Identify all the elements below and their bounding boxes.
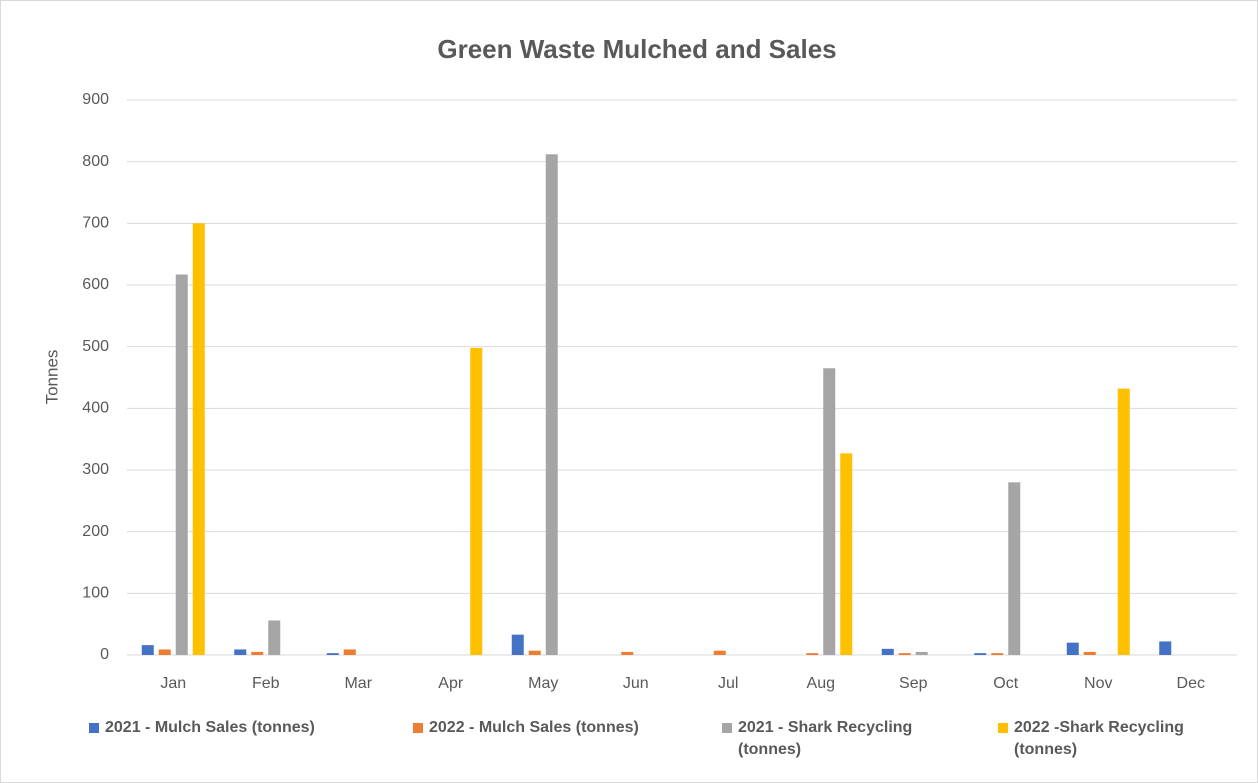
bar (326, 653, 339, 655)
legend-swatch (998, 723, 1008, 733)
legend-label: 2022 -Shark Recycling (tonnes) (1014, 719, 1184, 758)
legend-label: 2022 - Mulch Sales (tonnes) (429, 719, 639, 736)
x-tick-label: Jun (623, 675, 649, 692)
bar (251, 651, 264, 655)
legend-item: 2021 - Shark Recycling (tonnes) (722, 717, 972, 761)
bar (898, 653, 911, 655)
y-tick-label: 200 (82, 523, 109, 540)
bar (840, 453, 853, 655)
bar (234, 649, 247, 655)
legend-label: 2021 - Shark Recycling (tonnes) (738, 719, 913, 758)
legend-swatch (413, 723, 423, 733)
bar (1117, 388, 1130, 655)
y-tick-label: 700 (82, 215, 109, 232)
bar (1159, 641, 1172, 655)
x-tick-label: Aug (807, 675, 835, 692)
bar (545, 154, 558, 655)
chart-title: Green Waste Mulched and Sales (437, 34, 836, 64)
legend-item: 2022 - Mulch Sales (tonnes) (413, 717, 703, 739)
bar (881, 648, 894, 655)
legend-item: 2021 - Mulch Sales (tonnes) (89, 717, 389, 739)
legend-item: 2022 -Shark Recycling (tonnes) (998, 717, 1228, 761)
x-tick-label: Apr (438, 675, 464, 692)
legend-swatch (89, 723, 99, 733)
legend-label: 2021 - Mulch Sales (tonnes) (105, 719, 315, 736)
y-tick-label: 0 (100, 646, 109, 663)
bar (175, 274, 188, 655)
x-tick-label: Jan (160, 675, 186, 692)
x-tick-label: Dec (1177, 675, 1205, 692)
bar (806, 653, 819, 655)
bar (915, 651, 928, 655)
bar (192, 223, 205, 656)
x-tick-label: Feb (252, 675, 280, 692)
y-axis-label: Tonnes (42, 350, 61, 405)
bar (528, 650, 541, 655)
bar (268, 620, 281, 655)
bar (1083, 651, 1096, 655)
x-tick-label: Nov (1084, 675, 1112, 692)
bar (974, 653, 987, 655)
bar (141, 645, 154, 655)
bar (158, 649, 171, 655)
bar (343, 649, 356, 655)
x-tick-label: Sep (899, 675, 928, 692)
y-tick-label: 100 (82, 585, 109, 602)
y-tick-label: 300 (82, 461, 109, 478)
bar (1008, 482, 1021, 655)
x-tick-label: Jul (718, 675, 738, 692)
x-tick-label: Mar (344, 675, 372, 692)
y-tick-label: 600 (82, 276, 109, 293)
y-tick-label: 400 (82, 400, 109, 417)
bar (991, 653, 1004, 655)
y-tick-label: 900 (82, 91, 109, 108)
bar (470, 347, 483, 655)
bar (1066, 642, 1079, 655)
x-tick-label: Oct (993, 675, 1018, 692)
y-tick-label: 500 (82, 338, 109, 355)
bar (823, 368, 836, 655)
bar (713, 650, 726, 655)
x-tick-label: May (528, 675, 558, 692)
bar (511, 634, 524, 655)
y-tick-label: 800 (82, 153, 109, 170)
bar (621, 651, 634, 655)
legend-swatch (722, 723, 732, 733)
